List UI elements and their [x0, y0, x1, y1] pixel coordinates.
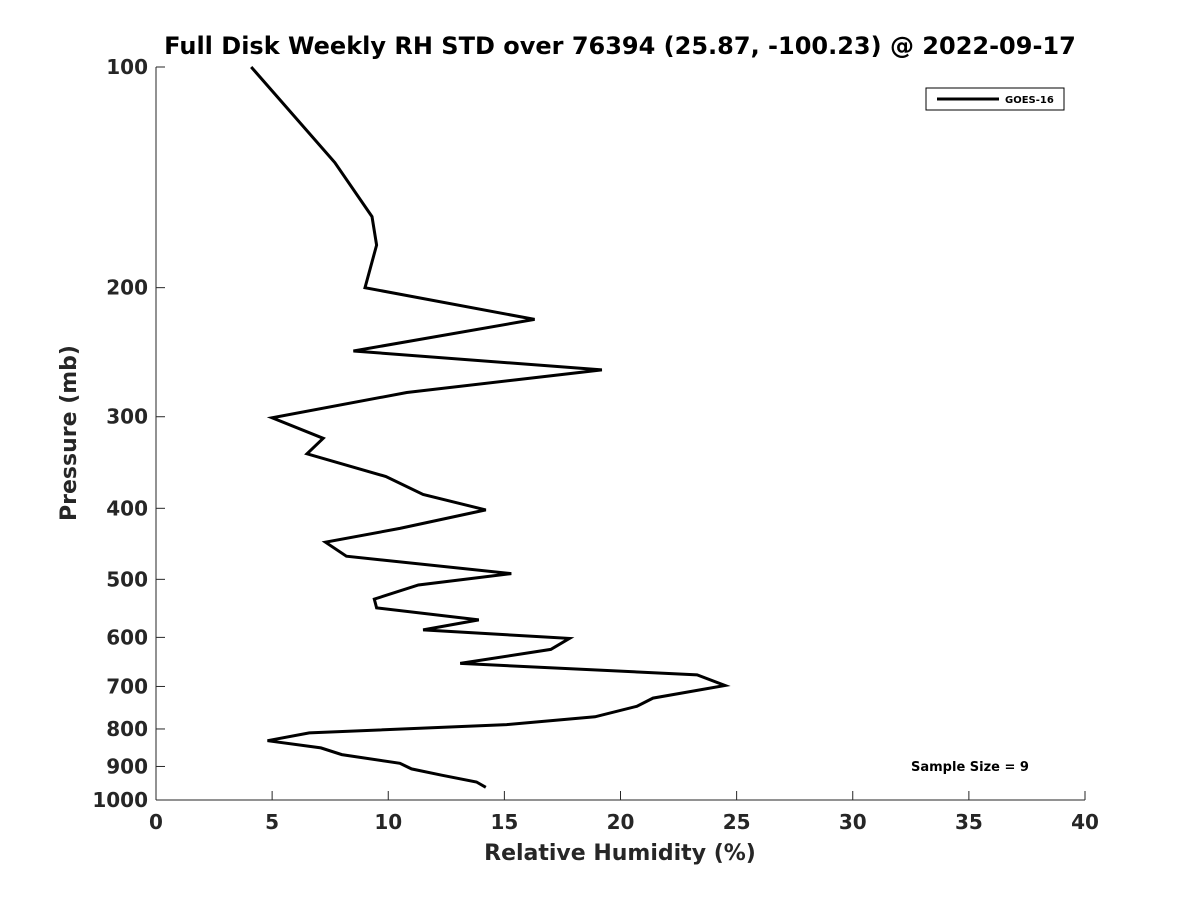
y-tick-label: 400: [106, 496, 148, 520]
x-tick-label: 40: [1071, 810, 1099, 834]
x-tick-label: 20: [607, 810, 635, 834]
series-layer: [250, 66, 731, 789]
y-tick-label: 500: [106, 567, 148, 591]
x-tick-label: 5: [265, 810, 279, 834]
x-tick-label: 35: [955, 810, 983, 834]
x-tick-label: 10: [374, 810, 402, 834]
x-tick-label: 15: [490, 810, 518, 834]
y-tick-label: 600: [106, 625, 148, 649]
x-axis-label: Relative Humidity (%): [484, 841, 756, 866]
y-tick-label: 1000: [92, 788, 148, 812]
x-tick-label: 0: [149, 810, 163, 834]
plot-axes: [155, 67, 1085, 801]
y-tick-label: 300: [106, 405, 148, 429]
chart-title: Full Disk Weekly RH STD over 76394 (25.8…: [164, 32, 1076, 60]
tick-layer: 0 5 10 15 20 25 30 35 40 100 200 300 400 500 600 700 800…: [92, 55, 1099, 834]
y-tick-label: 700: [106, 674, 148, 698]
series-line: [250, 66, 731, 789]
legend: GOES-16: [925, 87, 1065, 111]
y-axis-label: Pressure (mb): [57, 345, 82, 521]
x-tick-label: 30: [839, 810, 867, 834]
legend-label: GOES-16: [1005, 95, 1054, 106]
y-tick-label: 100: [106, 55, 148, 79]
x-tick-label: 25: [723, 810, 751, 834]
sample-size-annotation: Sample Size = 9: [911, 760, 1029, 775]
y-tick-label: 800: [106, 717, 148, 741]
y-tick-label: 200: [106, 276, 148, 300]
y-tick-label: 900: [106, 754, 148, 778]
